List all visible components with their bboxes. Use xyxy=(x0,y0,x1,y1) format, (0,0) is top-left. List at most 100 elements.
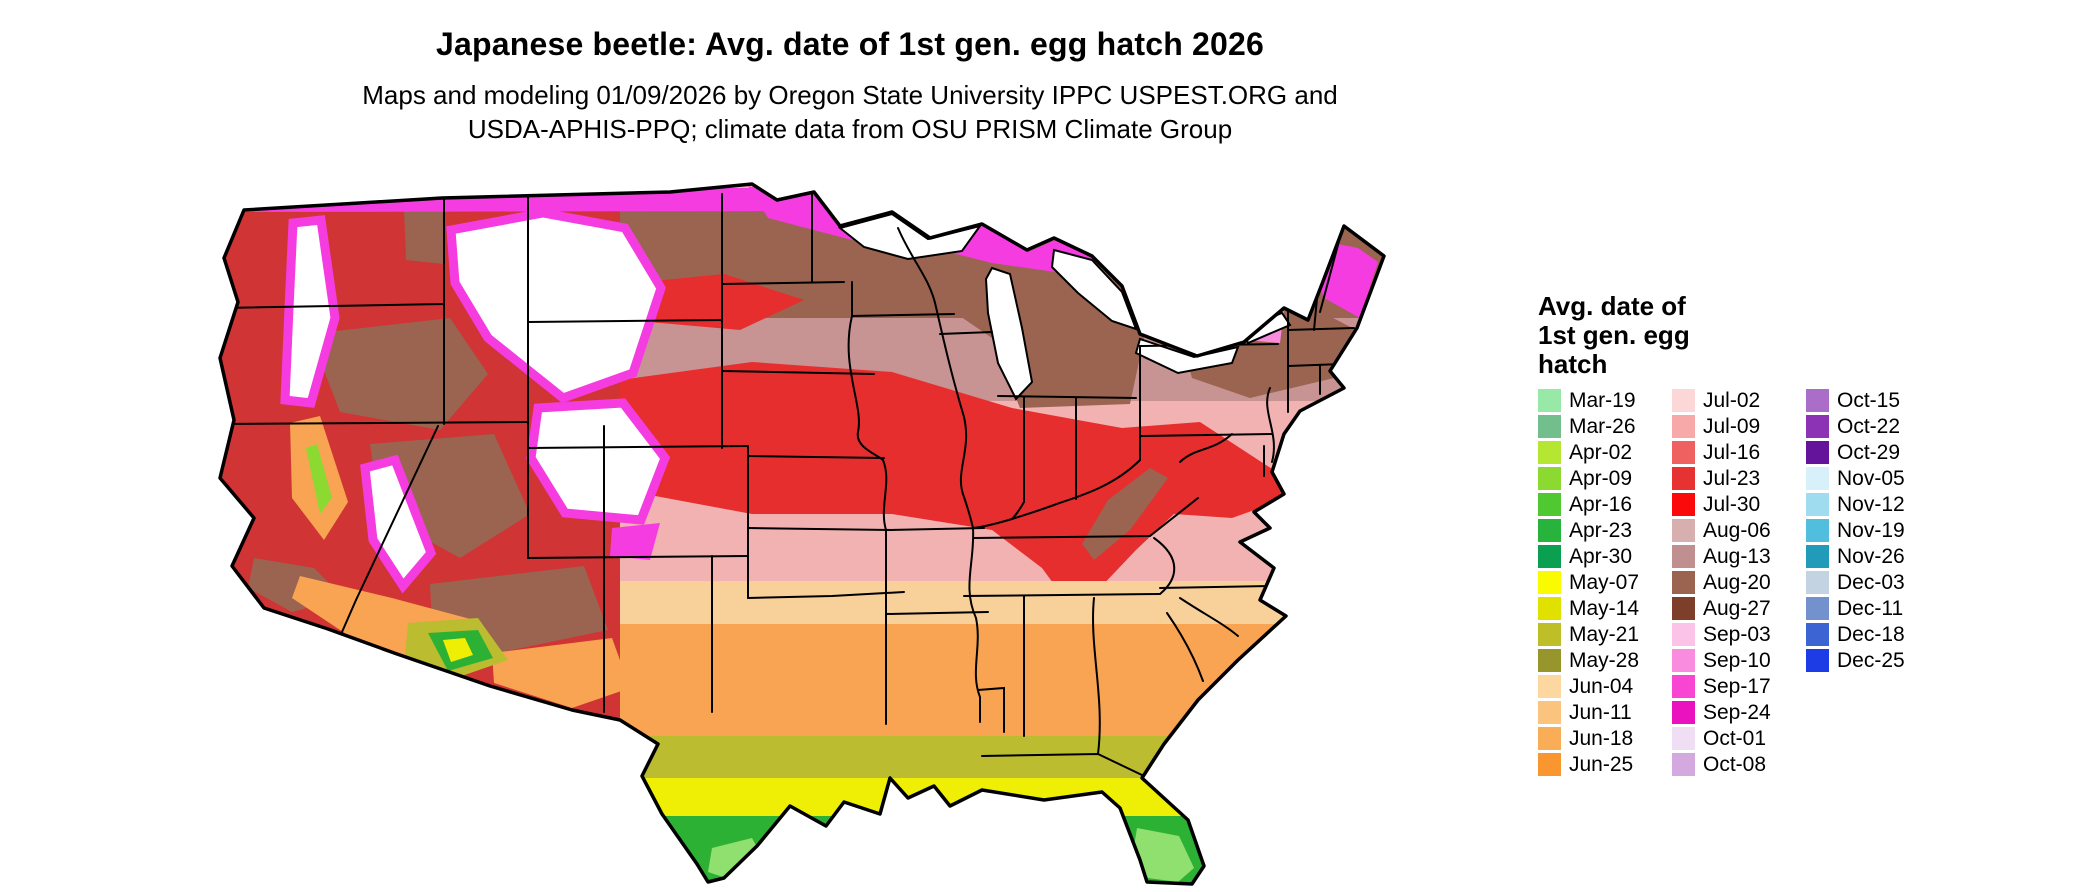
legend-item: Aug-06 xyxy=(1672,517,1806,543)
legend-item: Aug-13 xyxy=(1672,543,1806,569)
legend-swatch xyxy=(1806,622,1829,646)
legend-item: May-21 xyxy=(1538,621,1672,647)
legend-swatch xyxy=(1806,518,1829,542)
legend-label: Dec-11 xyxy=(1837,596,1904,620)
legend-item: Nov-12 xyxy=(1806,491,1940,517)
lake-huron xyxy=(1050,248,1138,331)
legend-label: Apr-23 xyxy=(1569,518,1633,542)
legend-swatch xyxy=(1538,596,1561,620)
legend-label: Jun-25 xyxy=(1569,752,1634,776)
legend-label: Aug-20 xyxy=(1703,570,1771,594)
legend-item: Apr-02 xyxy=(1538,439,1672,465)
legend-item: Mar-19 xyxy=(1538,387,1672,413)
subtitle-line-1: Maps and modeling 01/09/2026 by Oregon S… xyxy=(362,80,1338,110)
legend-item: Dec-18 xyxy=(1806,621,1940,647)
lake-michigan xyxy=(984,266,1034,401)
legend-swatch xyxy=(1672,492,1695,516)
legend-item: Oct-15 xyxy=(1806,387,1940,413)
legend-label: Jul-23 xyxy=(1703,466,1761,490)
legend-item: Aug-27 xyxy=(1672,595,1806,621)
legend-label: Jun-04 xyxy=(1569,674,1634,698)
legend-item: Nov-05 xyxy=(1806,465,1940,491)
legend-label: May-28 xyxy=(1569,648,1640,672)
legend-item: Sep-03 xyxy=(1672,621,1806,647)
legend-swatch xyxy=(1672,544,1695,568)
legend-swatch xyxy=(1806,440,1829,464)
legend-column: Mar-19 Mar-26 Apr-02 Apr-09 Apr-16 Apr-23 Apr-… xyxy=(1538,387,1672,777)
legend-item: Jun-18 xyxy=(1538,725,1672,751)
legend-item: Apr-23 xyxy=(1538,517,1672,543)
legend-swatch xyxy=(1538,752,1561,776)
legend-label: Mar-19 xyxy=(1569,388,1636,412)
legend-swatch xyxy=(1672,622,1695,646)
legend-swatch xyxy=(1538,518,1561,542)
legend-label: Nov-12 xyxy=(1837,492,1905,516)
legend-item: Aug-20 xyxy=(1672,569,1806,595)
legend-item: Sep-17 xyxy=(1672,673,1806,699)
legend-swatch xyxy=(1538,492,1561,516)
legend-label: Dec-25 xyxy=(1837,648,1905,672)
legend-label: Nov-26 xyxy=(1837,544,1905,568)
legend-item: Sep-10 xyxy=(1672,647,1806,673)
legend-column: Jul-02 Jul-09 Jul-16 Jul-23 Jul-30 Aug-06 Aug-… xyxy=(1672,387,1806,777)
legend-label: Sep-10 xyxy=(1703,648,1771,672)
legend-item: Dec-11 xyxy=(1806,595,1940,621)
us-map-svg xyxy=(218,182,1386,886)
legend-swatch xyxy=(1672,596,1695,620)
legend-columns: Mar-19 Mar-26 Apr-02 Apr-09 Apr-16 Apr-23 Apr-… xyxy=(1538,387,1958,777)
legend-label: Aug-27 xyxy=(1703,596,1771,620)
legend-item: Jul-23 xyxy=(1672,465,1806,491)
legend-title-line-2: 1st gen. egg xyxy=(1538,320,1690,350)
legend-item: Oct-01 xyxy=(1672,725,1806,751)
legend-swatch xyxy=(1538,544,1561,568)
legend-swatch xyxy=(1538,700,1561,724)
legend-label: Jun-18 xyxy=(1569,726,1634,750)
legend-label: Oct-01 xyxy=(1703,726,1767,750)
legend-item: Apr-30 xyxy=(1538,543,1672,569)
legend-swatch xyxy=(1538,440,1561,464)
legend-label: Apr-30 xyxy=(1569,544,1633,568)
legend-swatch xyxy=(1672,518,1695,542)
legend-label: Aug-13 xyxy=(1703,544,1771,568)
legend-swatch xyxy=(1538,726,1561,750)
legend-label: Dec-03 xyxy=(1837,570,1905,594)
legend-swatch xyxy=(1672,700,1695,724)
legend-label: Apr-09 xyxy=(1569,466,1633,490)
legend-swatch xyxy=(1806,492,1829,516)
legend-swatch xyxy=(1538,388,1561,412)
legend-item: Jul-16 xyxy=(1672,439,1806,465)
legend-item: Jun-11 xyxy=(1538,699,1672,725)
legend-item: Jun-04 xyxy=(1538,673,1672,699)
legend-title: Avg. date of 1st gen. egg hatch xyxy=(1538,292,1958,379)
us-map xyxy=(192,166,1512,888)
legend-label: Oct-22 xyxy=(1837,414,1901,438)
legend-label: Mar-26 xyxy=(1569,414,1636,438)
legend-swatch xyxy=(1672,414,1695,438)
legend-item: May-28 xyxy=(1538,647,1672,673)
legend-item: Sep-24 xyxy=(1672,699,1806,725)
legend-label: Sep-03 xyxy=(1703,622,1771,646)
legend-item: Jul-09 xyxy=(1672,413,1806,439)
legend-item: Oct-08 xyxy=(1672,751,1806,777)
legend-label: Jul-02 xyxy=(1703,388,1761,412)
map-regions xyxy=(220,184,1384,884)
legend-label: Jun-11 xyxy=(1569,700,1632,724)
legend-label: May-14 xyxy=(1569,596,1640,620)
legend-item: May-14 xyxy=(1538,595,1672,621)
legend-swatch xyxy=(1672,466,1695,490)
legend-label: May-07 xyxy=(1569,570,1640,594)
legend-item: Apr-16 xyxy=(1538,491,1672,517)
legend-item: Oct-22 xyxy=(1806,413,1940,439)
legend-label: Apr-16 xyxy=(1569,492,1633,516)
legend-swatch xyxy=(1538,466,1561,490)
legend-label: Oct-15 xyxy=(1837,388,1901,412)
legend-item: May-07 xyxy=(1538,569,1672,595)
legend-swatch xyxy=(1806,388,1829,412)
legend-swatch xyxy=(1672,440,1695,464)
legend-swatch xyxy=(1672,648,1695,672)
legend-swatch xyxy=(1672,570,1695,594)
legend-item: Oct-29 xyxy=(1806,439,1940,465)
legend-item: Dec-03 xyxy=(1806,569,1940,595)
subtitle-line-2: USDA-APHIS-PPQ; climate data from OSU PR… xyxy=(467,114,1233,144)
